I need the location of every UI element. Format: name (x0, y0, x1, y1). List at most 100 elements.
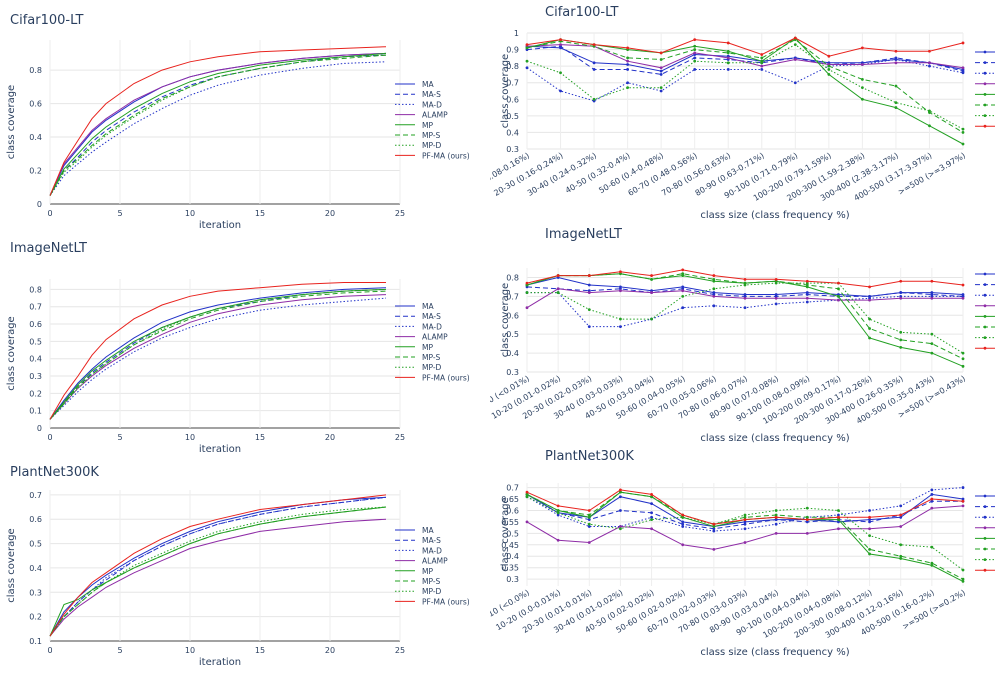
data-point-pf-ma-ours (712, 522, 716, 526)
data-point-ma-d (928, 64, 931, 68)
data-point-ma-s (899, 291, 903, 294)
data-point-mp (899, 557, 903, 560)
series-line-alamp (49, 294, 387, 420)
data-point-mp-s (626, 56, 630, 60)
y-tick-label: 0.7 (29, 303, 42, 312)
x-tick-label: 15 (255, 209, 265, 218)
data-point-ma (626, 63, 630, 66)
data-point-pf-ma-ours (899, 513, 903, 517)
series-line-alamp (49, 518, 387, 637)
legend-label: MP-S (422, 353, 441, 362)
data-point-pf-ma-ours (681, 268, 685, 272)
data-point-mp-d (868, 317, 871, 321)
data-point-ma (592, 61, 596, 65)
data-point-pf-ma-ours (774, 277, 778, 281)
data-point-mp (961, 580, 965, 583)
data-point-ma-d (559, 89, 562, 93)
data-point-ma-d (805, 300, 809, 304)
series-line-alamp (49, 52, 387, 196)
chart-svg: Cifar100-LT 0 0.2 0.4 0.6 0.8 0 5 10 15 20 25 iterat… (6, 13, 470, 231)
data-point-pf-ma-ours (928, 49, 931, 53)
data-point-mp-d (743, 283, 747, 287)
chart-cifar-classsize: Cifar100-LT0.30.40.50.60.70.80.9110-20 (… (459, 0, 995, 225)
data-point-ma-d (961, 71, 965, 75)
chart-title: ImageNetLT (545, 227, 622, 242)
data-point-mp-d (894, 101, 898, 104)
data-point-alamp (619, 525, 622, 528)
data-point-pf-ma-ours (837, 515, 840, 519)
data-point-mp-s (774, 513, 778, 517)
data-point-ma-d (619, 325, 622, 329)
data-point-ma-d (868, 509, 871, 512)
x-tick-label: 25 (395, 646, 405, 655)
y-tick-label: 0.2 (29, 613, 42, 622)
data-point-alamp (961, 66, 965, 70)
x-axis-label: iteration (199, 220, 241, 231)
data-point-mp-s (619, 490, 622, 494)
legend-marker-alamp (983, 304, 987, 308)
y-tick-label: 0.5 (506, 529, 519, 538)
data-point-mp-d (760, 61, 764, 65)
data-point-pf-ma-ours (659, 51, 663, 55)
data-point-mp-d (743, 513, 747, 517)
y-tick-label: 0.7 (506, 292, 519, 301)
chart-svg: PlantNet300K 0.3 0.35 0.4 0.45 0.5 0.55 0.6 0.65… (481, 449, 995, 658)
data-point-mp-d (626, 86, 630, 90)
data-point-mp-d (961, 568, 965, 572)
legend-marker-mp-d (983, 114, 987, 117)
data-point-ma-d (774, 522, 778, 526)
legend-marker-ma (983, 494, 987, 498)
legend-marker-mp-d (983, 336, 987, 339)
legend-label: MA-D (422, 322, 442, 331)
x-tick-label: 10 (185, 646, 195, 655)
data-point-mp-d (961, 351, 965, 355)
series-line-pf-ma-ours (49, 46, 387, 196)
chart-title: PlantNet300K (545, 449, 634, 464)
data-point-ma-s (693, 56, 697, 60)
data-point-alamp (525, 306, 529, 310)
data-point-alamp (805, 531, 809, 535)
data-point-mp-d (659, 86, 663, 90)
data-point-mp-s (650, 495, 653, 499)
data-point-mp-d (793, 43, 797, 46)
data-point-pf-ma-ours (930, 497, 934, 501)
data-point-ma-d (760, 68, 764, 71)
y-tick-label: 0.55 (501, 518, 519, 527)
chart-svg: PlantNet300K 0.1 0.2 0.3 0.4 0.5 0.6 0.7 0 5 10 15 2… (6, 465, 470, 668)
data-point-mp-s (587, 513, 591, 517)
legend-label: MA-D (422, 546, 442, 555)
data-point-ma-s (712, 527, 716, 531)
y-axis-label: class coverage (500, 497, 511, 571)
data-point-ma-d (743, 527, 747, 531)
y-tick-label: 0.2 (29, 167, 42, 176)
legend-marker-mp (983, 93, 987, 96)
data-point-pf-ma-ours (525, 43, 529, 46)
data-point-mp-s (693, 48, 697, 51)
legend-label: MA-S (422, 312, 441, 321)
chart-imagenet-classsize: ImageNetLT 0.3 0.4 0.5 0.6 0.7 0.8 <10 (<0.01%)… (476, 222, 995, 447)
data-point-mp-d (712, 287, 716, 291)
data-point-alamp (860, 63, 864, 66)
data-point-pf-ma-ours (587, 274, 591, 277)
legend-label: MA (422, 80, 434, 89)
y-tick-label: 0.1 (29, 637, 42, 646)
data-point-mp-d (774, 281, 778, 285)
y-tick-label: 0.1 (29, 407, 42, 416)
data-point-alamp (793, 58, 797, 61)
legend-marker-ma-s (983, 283, 987, 286)
data-point-alamp (619, 289, 622, 293)
x-tick-label: 20 (325, 646, 335, 655)
series-line-mp-s (526, 273, 964, 360)
data-point-mp-d (525, 291, 529, 294)
data-point-mp (868, 336, 871, 340)
x-tick-label: 10 (185, 433, 195, 442)
data-point-ma-s (805, 293, 809, 296)
data-point-ma-s (650, 511, 653, 515)
data-point-mp-d (860, 86, 864, 90)
data-point-ma-s (619, 509, 622, 512)
data-point-mp-d (681, 294, 685, 298)
data-point-pf-ma-ours (805, 279, 809, 283)
data-point-alamp (894, 61, 898, 65)
legend-marker-pf-ma-ours (983, 124, 987, 128)
data-point-mp-s (743, 515, 747, 519)
